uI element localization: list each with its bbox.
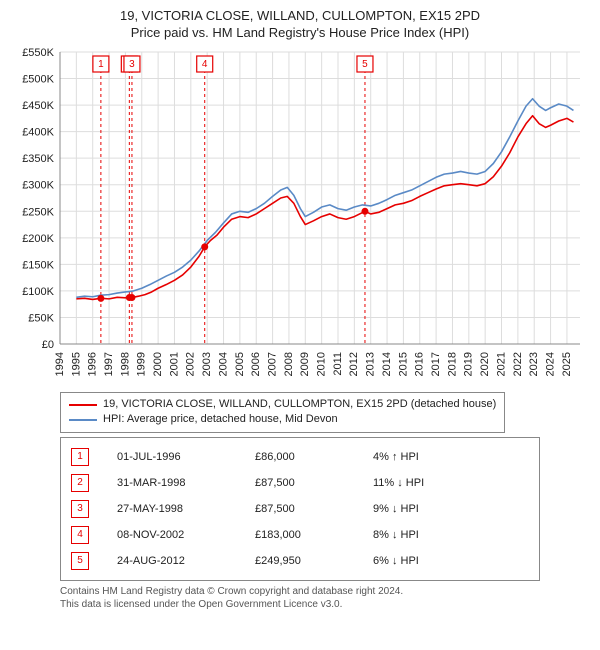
svg-text:5: 5 bbox=[362, 59, 368, 70]
svg-text:£50K: £50K bbox=[28, 312, 54, 324]
transaction-index-box: 1 bbox=[71, 448, 89, 466]
transaction-delta: 11% ↓ HPI bbox=[373, 477, 493, 489]
svg-text:2010: 2010 bbox=[316, 352, 328, 376]
svg-text:1998: 1998 bbox=[119, 352, 131, 376]
table-row: 1 01-JUL-1996 £86,000 4% ↑ HPI bbox=[71, 444, 529, 470]
transaction-delta: 6% ↓ HPI bbox=[373, 555, 493, 567]
svg-text:£300K: £300K bbox=[22, 180, 54, 192]
svg-text:£550K: £550K bbox=[22, 47, 54, 59]
svg-text:2011: 2011 bbox=[332, 352, 344, 376]
transaction-delta: 4% ↑ HPI bbox=[373, 451, 493, 463]
svg-text:2004: 2004 bbox=[217, 352, 229, 376]
svg-text:£150K: £150K bbox=[22, 259, 54, 271]
table-row: 3 27-MAY-1998 £87,500 9% ↓ HPI bbox=[71, 496, 529, 522]
svg-text:3: 3 bbox=[129, 59, 135, 70]
transaction-price: £87,500 bbox=[255, 503, 355, 515]
transaction-delta: 8% ↓ HPI bbox=[373, 529, 493, 541]
svg-text:£0: £0 bbox=[42, 339, 54, 351]
svg-text:4: 4 bbox=[202, 59, 208, 70]
legend-swatch bbox=[69, 419, 97, 421]
svg-text:2013: 2013 bbox=[365, 352, 377, 376]
chart: £0 £50K £100K £150K £200K £250K £300K £350K £400… bbox=[10, 46, 590, 386]
svg-text:2014: 2014 bbox=[381, 352, 393, 376]
legend-item: 19, VICTORIA CLOSE, WILLAND, CULLOMPTON,… bbox=[69, 397, 496, 412]
svg-text:2003: 2003 bbox=[201, 352, 213, 376]
svg-text:2025: 2025 bbox=[561, 352, 573, 376]
transactions-table: 1 01-JUL-1996 £86,000 4% ↑ HPI 2 31-MAR-1998 £… bbox=[60, 437, 540, 581]
svg-text:2022: 2022 bbox=[512, 352, 524, 376]
svg-text:1997: 1997 bbox=[103, 352, 115, 376]
svg-text:2007: 2007 bbox=[266, 352, 278, 376]
title-subtitle: Price paid vs. HM Land Registry's House … bbox=[10, 25, 590, 40]
svg-text:2024: 2024 bbox=[544, 352, 556, 376]
transaction-date: 08-NOV-2002 bbox=[117, 529, 237, 541]
svg-text:2002: 2002 bbox=[185, 352, 197, 376]
legend-swatch bbox=[69, 404, 97, 406]
transaction-date: 24-AUG-2012 bbox=[117, 555, 237, 567]
transaction-delta: 9% ↓ HPI bbox=[373, 503, 493, 515]
transaction-price: £86,000 bbox=[255, 451, 355, 463]
title-address: 19, VICTORIA CLOSE, WILLAND, CULLOMPTON,… bbox=[10, 8, 590, 23]
svg-text:1996: 1996 bbox=[87, 352, 99, 376]
transaction-index-box: 5 bbox=[71, 552, 89, 570]
svg-text:£350K: £350K bbox=[22, 153, 54, 165]
svg-text:£500K: £500K bbox=[22, 74, 54, 86]
svg-text:2017: 2017 bbox=[430, 352, 442, 376]
svg-text:2020: 2020 bbox=[479, 352, 491, 376]
chart-svg: £0 £50K £100K £150K £200K £250K £300K £350K £400… bbox=[10, 46, 590, 386]
transaction-date: 01-JUL-1996 bbox=[117, 451, 237, 463]
svg-text:£200K: £200K bbox=[22, 233, 54, 245]
legend-label: HPI: Average price, detached house, Mid … bbox=[103, 412, 338, 427]
svg-text:2001: 2001 bbox=[168, 352, 180, 376]
svg-text:£100K: £100K bbox=[22, 286, 54, 298]
legend: 19, VICTORIA CLOSE, WILLAND, CULLOMPTON,… bbox=[60, 392, 505, 433]
svg-text:£250K: £250K bbox=[22, 206, 54, 218]
transaction-price: £249,950 bbox=[255, 555, 355, 567]
footer: Contains HM Land Registry data © Crown c… bbox=[60, 585, 590, 612]
footer-line-2: This data is licensed under the Open Gov… bbox=[60, 598, 590, 612]
transaction-index-box: 2 bbox=[71, 474, 89, 492]
svg-text:2006: 2006 bbox=[250, 352, 262, 376]
svg-text:2000: 2000 bbox=[152, 352, 164, 376]
svg-text:1: 1 bbox=[98, 59, 104, 70]
transaction-index-box: 3 bbox=[71, 500, 89, 518]
svg-text:£400K: £400K bbox=[22, 127, 54, 139]
svg-text:2012: 2012 bbox=[348, 352, 360, 376]
transaction-price: £87,500 bbox=[255, 477, 355, 489]
table-row: 2 31-MAR-1998 £87,500 11% ↓ HPI bbox=[71, 470, 529, 496]
svg-text:£450K: £450K bbox=[22, 100, 54, 112]
svg-text:2015: 2015 bbox=[397, 352, 409, 376]
transaction-date: 27-MAY-1998 bbox=[117, 503, 237, 515]
svg-text:1995: 1995 bbox=[70, 352, 82, 376]
svg-text:1999: 1999 bbox=[136, 352, 148, 376]
svg-text:2019: 2019 bbox=[463, 352, 475, 376]
svg-text:2008: 2008 bbox=[283, 352, 295, 376]
table-row: 5 24-AUG-2012 £249,950 6% ↓ HPI bbox=[71, 548, 529, 574]
svg-text:1994: 1994 bbox=[54, 352, 66, 376]
svg-text:2023: 2023 bbox=[528, 352, 540, 376]
svg-text:2016: 2016 bbox=[414, 352, 426, 376]
svg-text:2018: 2018 bbox=[446, 352, 458, 376]
legend-item: HPI: Average price, detached house, Mid … bbox=[69, 412, 496, 427]
table-row: 4 08-NOV-2002 £183,000 8% ↓ HPI bbox=[71, 522, 529, 548]
legend-label: 19, VICTORIA CLOSE, WILLAND, CULLOMPTON,… bbox=[103, 397, 496, 412]
transaction-index-box: 4 bbox=[71, 526, 89, 544]
footer-line-1: Contains HM Land Registry data © Crown c… bbox=[60, 585, 590, 599]
title-block: 19, VICTORIA CLOSE, WILLAND, CULLOMPTON,… bbox=[10, 8, 590, 40]
svg-text:2009: 2009 bbox=[299, 352, 311, 376]
svg-text:2005: 2005 bbox=[234, 352, 246, 376]
transaction-price: £183,000 bbox=[255, 529, 355, 541]
svg-text:2021: 2021 bbox=[495, 352, 507, 376]
transaction-date: 31-MAR-1998 bbox=[117, 477, 237, 489]
page: 19, VICTORIA CLOSE, WILLAND, CULLOMPTON,… bbox=[0, 0, 600, 616]
